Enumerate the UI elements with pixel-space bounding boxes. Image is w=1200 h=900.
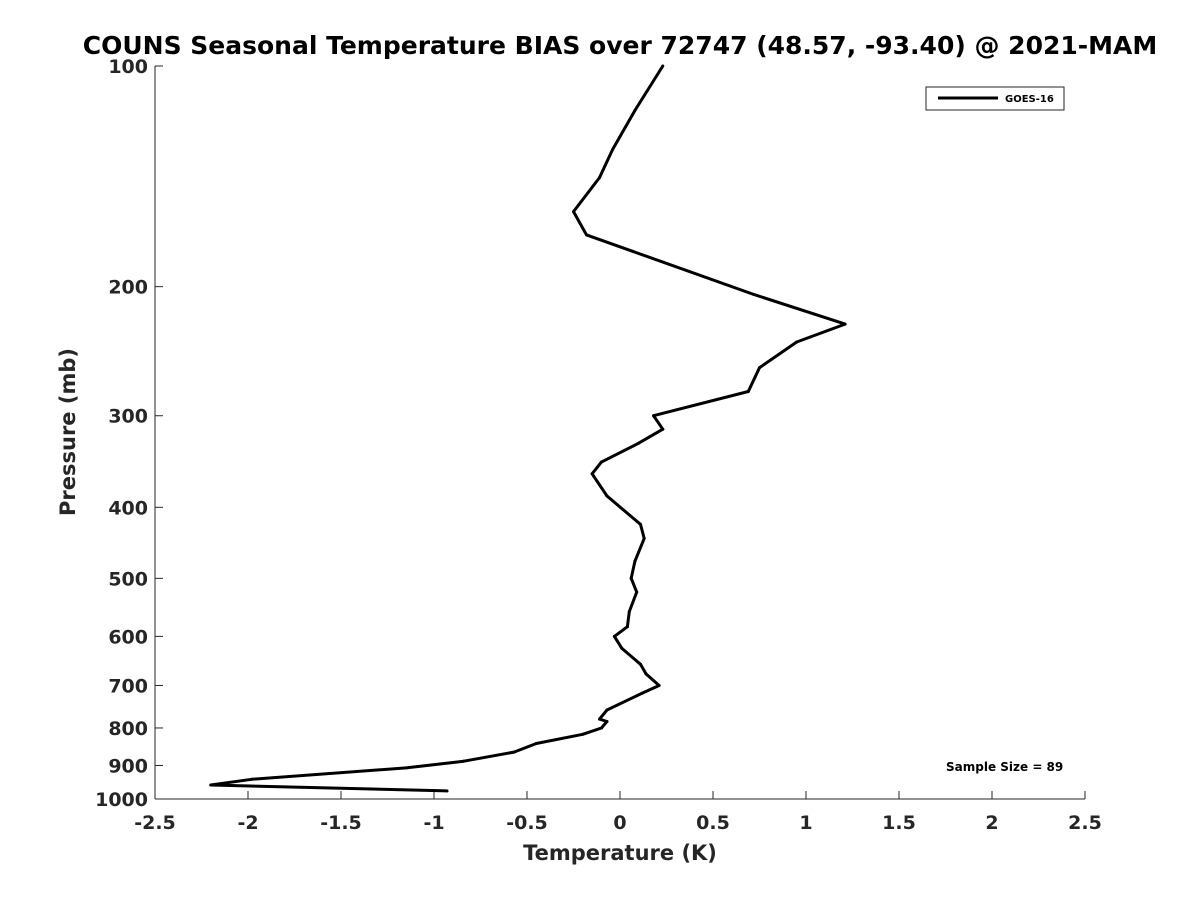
sample-size-annotation: Sample Size = 89 <box>946 760 1063 774</box>
x-tick-label: 1.5 <box>882 812 916 834</box>
x-tick-label: -1.5 <box>320 812 362 834</box>
data-point <box>598 717 602 721</box>
data-point <box>250 777 254 781</box>
legend-label-goes-16: GOES-16 <box>1005 94 1054 105</box>
y-ticks: 100 200 300 400 500 600 700 800 900 1000 <box>95 56 163 811</box>
data-point <box>605 494 609 498</box>
data-point <box>638 662 642 666</box>
data-point <box>599 726 603 730</box>
data-point <box>590 472 594 476</box>
data-point <box>209 783 213 787</box>
y-tick-label: 900 <box>108 755 148 777</box>
legend: GOES-16 <box>925 86 1065 111</box>
y-tick-label: 700 <box>108 675 148 697</box>
data-point <box>611 148 615 152</box>
data-point <box>598 176 602 180</box>
series-layer <box>209 64 847 793</box>
data-point <box>746 389 750 393</box>
data-point <box>642 536 646 540</box>
data-point <box>651 414 655 418</box>
chart-title: COUNS Seasonal Temperature BIAS over 727… <box>83 31 1158 60</box>
x-tick-label: 2.5 <box>1068 812 1102 834</box>
data-point <box>534 741 538 745</box>
data-point <box>633 108 637 112</box>
y-tick-label: 800 <box>108 718 148 740</box>
data-point <box>629 576 633 580</box>
y-tick-label: 500 <box>108 568 148 590</box>
data-point <box>572 210 575 214</box>
data-point <box>638 522 642 526</box>
y-tick-label: 200 <box>108 277 148 299</box>
data-point <box>752 293 756 297</box>
data-point <box>445 789 449 793</box>
data-point <box>635 590 639 594</box>
x-tick-label: 0 <box>613 812 626 834</box>
x-tick-label: 2 <box>985 812 998 834</box>
data-point <box>462 759 466 763</box>
data-point <box>644 672 648 676</box>
data-point <box>512 750 516 754</box>
data-point <box>605 708 609 712</box>
data-point <box>661 427 665 431</box>
x-tick-label: -0.5 <box>506 812 548 834</box>
data-point <box>581 732 585 736</box>
y-tick-label: 100 <box>108 56 148 78</box>
x-axis-label: Temperature (K) <box>523 841 717 865</box>
data-point <box>620 646 624 650</box>
y-tick-label: 600 <box>108 626 148 648</box>
data-point <box>404 766 408 770</box>
data-point <box>612 634 616 638</box>
x-tick-label: -2 <box>237 812 258 834</box>
x-tick-label: 0.5 <box>696 812 730 834</box>
x-ticks: -2.5 -2 -1.5 -1 -0.5 0 0.5 1 1.5 2 2.5 <box>134 791 1102 834</box>
data-point <box>605 720 609 724</box>
data-point <box>661 64 665 68</box>
data-point <box>625 625 629 629</box>
series-line-goes-16 <box>209 65 847 793</box>
data-point <box>599 460 603 464</box>
data-point <box>843 322 847 326</box>
y-axis-label: Pressure (mb) <box>56 348 80 516</box>
y-tick-label: 400 <box>108 497 148 519</box>
data-point <box>627 610 631 614</box>
data-point <box>637 441 641 445</box>
y-tick-label: 1000 <box>95 789 148 811</box>
x-tick-label: 1 <box>799 812 812 834</box>
y-tick-label: 300 <box>108 406 148 428</box>
data-point <box>585 233 589 237</box>
data-point <box>633 559 637 563</box>
data-point <box>657 683 661 687</box>
data-point <box>640 691 644 695</box>
data-point <box>795 340 799 344</box>
data-point <box>758 366 761 370</box>
x-tick-label: -2.5 <box>134 812 176 834</box>
x-tick-label: -1 <box>423 812 444 834</box>
